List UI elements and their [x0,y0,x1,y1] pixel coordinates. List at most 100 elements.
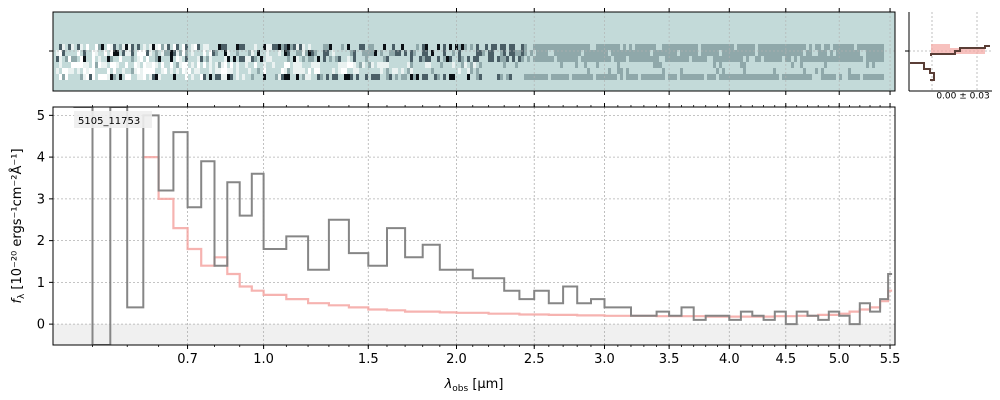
y-tick-label: 2 [37,234,45,249]
pixel [842,44,845,50]
pixel [80,62,83,68]
pixel [803,56,806,62]
pixel [479,50,482,56]
spectrum-2d-ticks [49,8,891,95]
pixel [59,44,62,50]
pixel [869,44,872,50]
pixel [56,50,59,56]
y-tick-label: 0 [37,318,45,333]
pixel [299,68,302,74]
pixel [113,74,116,80]
pixel [296,68,299,74]
pixel [263,74,266,80]
pixel [425,56,428,62]
pixel [794,56,797,62]
pixel [557,50,560,56]
pixel [506,56,509,62]
pixel [170,68,173,74]
pixel [701,56,704,62]
pixel [356,68,359,74]
pixel [317,56,320,62]
pixel [725,74,728,80]
pixel [248,50,251,56]
pixel [548,44,551,50]
pixel [170,56,173,62]
pixel [296,44,299,50]
pixel [854,74,857,80]
pixel [86,62,89,68]
pixel [623,50,626,56]
pixel [791,74,794,80]
pixel [866,56,869,62]
pixel [629,50,632,56]
pixel [311,62,314,68]
pixel [110,74,113,80]
pixel [359,62,362,68]
pixel [335,56,338,62]
pixel [662,44,665,50]
spatial-profile-panel: 0.00 ± 0.03 [905,12,992,102]
pixel [635,44,638,50]
pixel [293,44,296,50]
pixel [260,56,263,62]
pixel [272,62,275,68]
pixel [563,56,566,62]
pixel [224,62,227,68]
pixel [608,74,611,80]
pixel [575,50,578,56]
object-label-background [74,111,152,128]
pixel [416,74,419,80]
pixel [356,74,359,80]
pixel [179,62,182,68]
pixel [515,50,518,56]
pixel [476,56,479,62]
x-tick-label: 5.0 [829,352,850,367]
pixel [482,50,485,56]
pixel [785,44,788,50]
pixel [524,50,527,56]
pixel [629,44,632,50]
pixel [176,44,179,50]
pixel [86,74,89,80]
pixel [575,62,578,68]
pixel [479,62,482,68]
pixel [746,44,749,50]
pixel [479,74,482,80]
pixel [800,56,803,62]
pixel [683,44,686,50]
pixel [806,50,809,56]
pixel [194,68,197,74]
pixel [407,68,410,74]
pixel [539,74,542,80]
pixel [644,56,647,62]
pixel [113,50,116,56]
pixel [458,56,461,62]
pixel [596,44,599,50]
pixel [173,44,176,50]
pixel [350,62,353,68]
pixel [410,50,413,56]
pixel [530,50,533,56]
pixel [533,44,536,50]
pixel [221,44,224,50]
pixel [161,62,164,68]
pixel [140,68,143,74]
pixel [287,50,290,56]
pixel [302,74,305,80]
pixel [170,62,173,68]
pixel [254,44,257,50]
pixel [362,44,365,50]
pixel [764,56,767,62]
pixel [638,44,641,50]
pixel [437,74,440,80]
pixel [596,56,599,62]
pixel [365,74,368,80]
pixel [131,44,134,50]
pixel [272,44,275,50]
pixel [722,44,725,50]
pixel [413,74,416,80]
pixel [137,68,140,74]
pixel [56,68,59,74]
pixel [848,56,851,62]
pixel [767,56,770,62]
